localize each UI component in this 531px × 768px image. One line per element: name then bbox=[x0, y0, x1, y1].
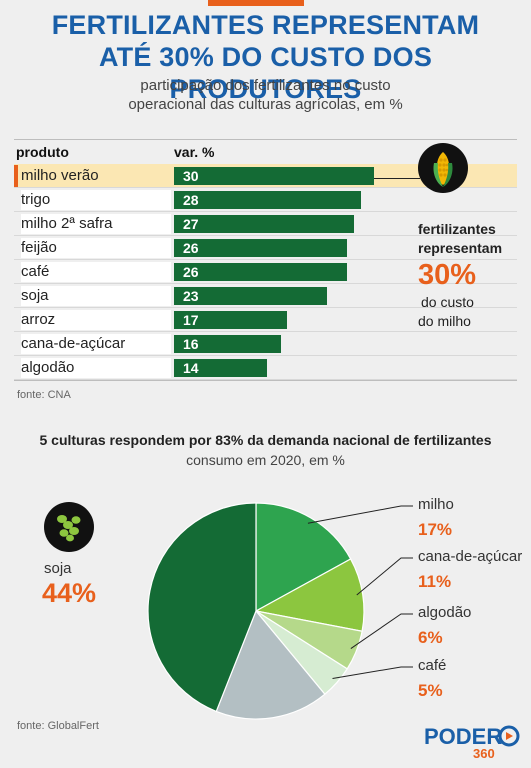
logo-brand: PODER bbox=[424, 724, 502, 749]
table-row: soja 23 bbox=[14, 284, 517, 308]
section2-subtitle: consumo em 2020, em % bbox=[186, 452, 345, 468]
table-row: café 26 bbox=[14, 260, 517, 284]
pie-slice-percent: 11% bbox=[418, 572, 452, 591]
table-row: feijão 26 bbox=[14, 236, 517, 260]
pie-slice bbox=[147, 502, 257, 713]
callout-line1: fertilizantes bbox=[418, 221, 496, 237]
bar: 27 bbox=[174, 215, 354, 233]
bar-value-label: 17 bbox=[183, 312, 199, 328]
table-top-rule bbox=[14, 139, 517, 140]
table-row: milho 2ª safra 27 bbox=[14, 212, 517, 236]
logo-number: 360 bbox=[473, 746, 495, 760]
pie-slice-label-soja: soja bbox=[44, 560, 72, 577]
row-label: trigo bbox=[21, 190, 171, 210]
row-label: arroz bbox=[21, 310, 171, 330]
column-header-var: var. % bbox=[174, 144, 215, 160]
pie-slice-label: cana-de-açúcar bbox=[418, 548, 523, 565]
pie-leader-line bbox=[356, 557, 413, 596]
bar: 28 bbox=[174, 191, 361, 209]
bar: 16 bbox=[174, 335, 281, 353]
pie-slice-label: café bbox=[418, 657, 447, 674]
poder360-logo: PODER 360 bbox=[424, 722, 520, 765]
row-label: café bbox=[21, 262, 171, 282]
table-row: cana-de-açúcar 16 bbox=[14, 332, 517, 356]
bar-value-label: 28 bbox=[183, 192, 199, 208]
row-label: milho 2ª safra bbox=[21, 214, 171, 234]
bar-value-label: 23 bbox=[183, 288, 199, 304]
row-label: cana-de-açúcar bbox=[21, 334, 171, 354]
pie-slice-percent-soja: 44% bbox=[42, 578, 97, 608]
source-globalfert: fonte: GlobalFert bbox=[17, 720, 99, 732]
table-row: trigo 28 bbox=[14, 188, 517, 212]
source-cna: fonte: CNA bbox=[17, 389, 71, 401]
pie-slice-label: algodão bbox=[418, 604, 472, 621]
pie-leader-line bbox=[332, 666, 413, 679]
pie-slice-percent: 5% bbox=[418, 681, 443, 700]
row-label: soja bbox=[21, 286, 171, 306]
pie-slice-percent: 6% bbox=[418, 628, 443, 647]
pie-slice bbox=[255, 502, 352, 613]
bar-value-label: 14 bbox=[183, 360, 199, 376]
bar: 17 bbox=[174, 311, 288, 329]
bar: 23 bbox=[174, 287, 328, 305]
callout-value: 30% bbox=[418, 259, 477, 291]
pie-slice-label: milho bbox=[418, 496, 454, 513]
row-label: feijão bbox=[21, 238, 171, 258]
callout-line4: do milho bbox=[418, 313, 471, 329]
page-title-line2: ATÉ 30% DO CUSTO DOS PRODUTORES bbox=[98, 42, 433, 104]
table-bottom-rule bbox=[14, 380, 517, 381]
bar-value-label: 26 bbox=[183, 264, 199, 280]
pie-slice bbox=[254, 558, 365, 632]
bar: 26 bbox=[174, 239, 348, 257]
page-title-line1: FERTILIZANTES REPRESENTAM bbox=[51, 10, 480, 40]
soybean-icon bbox=[44, 502, 94, 552]
callout-line3: do custo bbox=[421, 294, 474, 310]
subtitle-line2: operacional das culturas agrícolas, em % bbox=[128, 96, 403, 113]
pie-slice bbox=[215, 609, 326, 720]
callout-line2: representam bbox=[418, 240, 503, 256]
row-label: algodão bbox=[21, 358, 171, 378]
table-row: algodão 14 bbox=[14, 356, 517, 380]
highlight-marker bbox=[14, 165, 18, 187]
row-label: milho verão bbox=[21, 167, 99, 184]
corn-icon bbox=[418, 143, 468, 193]
bar: 26 bbox=[174, 263, 348, 281]
table-row: arroz 17 bbox=[14, 308, 517, 332]
top-accent-bar bbox=[208, 0, 304, 6]
bar-value-label: 16 bbox=[183, 336, 199, 352]
callout-connector-line bbox=[374, 178, 420, 179]
column-header-produto: produto bbox=[16, 144, 69, 160]
bar: 30 bbox=[174, 167, 374, 185]
bar-value-label: 27 bbox=[183, 216, 199, 232]
pie-leader-line bbox=[350, 613, 413, 649]
bar-value-label: 26 bbox=[183, 240, 199, 256]
section2-title: 5 culturas respondem por 83% da demanda … bbox=[39, 432, 492, 448]
bar: 14 bbox=[174, 359, 268, 377]
bar-value-label: 30 bbox=[183, 168, 199, 184]
pie-slice-percent: 17% bbox=[418, 520, 453, 539]
pie-leader-line bbox=[307, 505, 413, 524]
subtitle-line1: participação dos fertilizantes no custo bbox=[140, 77, 391, 94]
